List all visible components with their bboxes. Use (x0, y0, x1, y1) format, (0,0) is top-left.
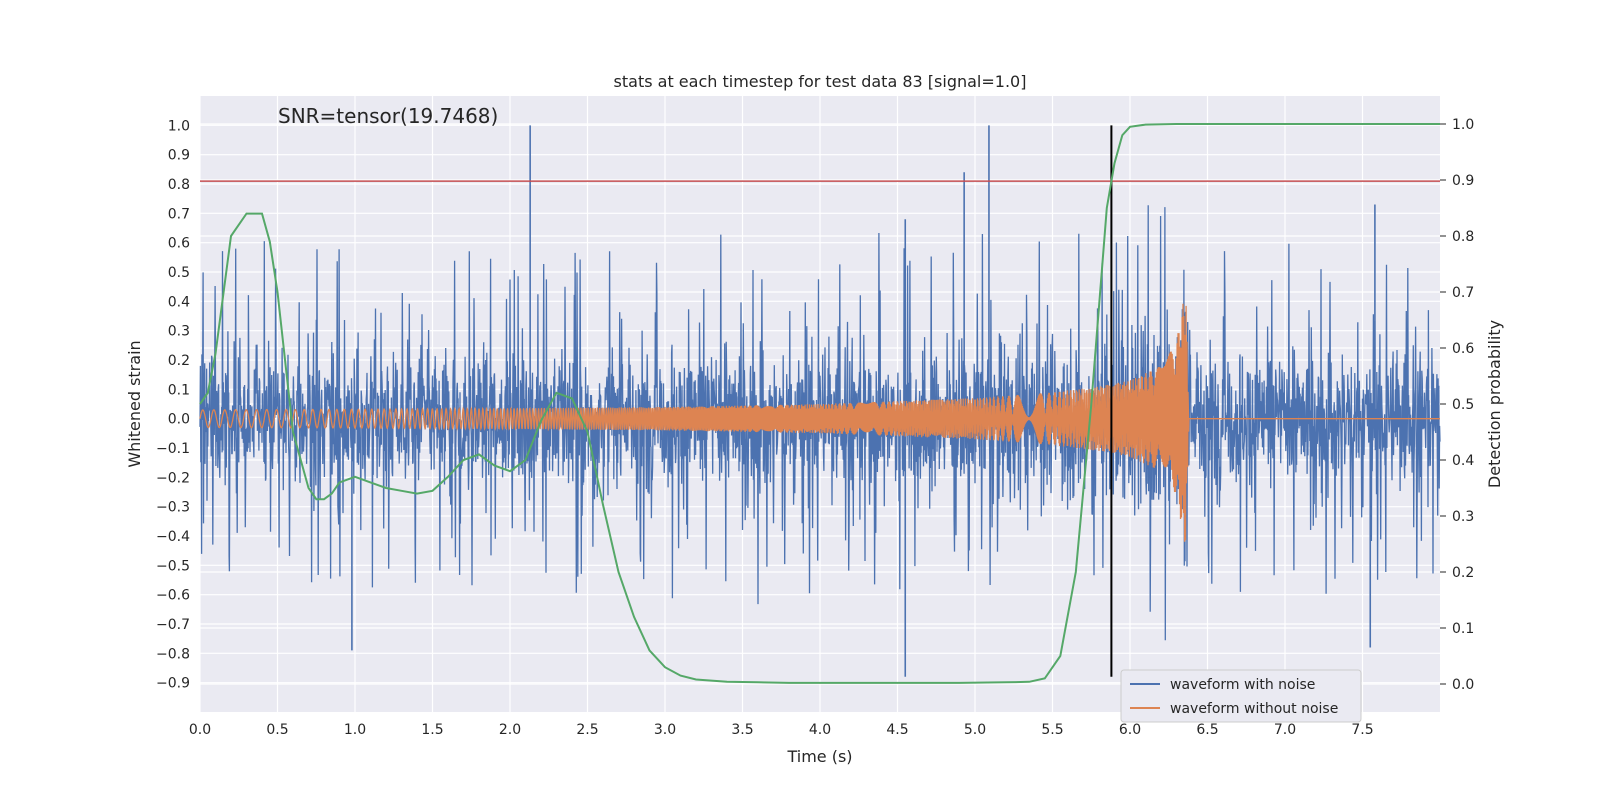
legend: waveform with noise waveform without noi… (1120, 669, 1362, 723)
x-axis-ticks: 0.0 0.5 1.0 1.5 2.0 2.5 3.0 3.5 4.0 4.5 5.0 5.5 6.0 6… (189, 722, 1374, 738)
reference-lines (200, 125, 1440, 677)
x-tick-label: 0.0 (189, 722, 211, 738)
y-tick-label: −0.6 (156, 588, 190, 604)
y2-tick-label: 0.9 (1452, 173, 1474, 189)
y2-tick-label: 1.0 (1452, 117, 1474, 133)
y-tick-label: 0.2 (168, 353, 190, 369)
x-tick-label: 5.5 (1041, 722, 1063, 738)
legend-label-clean: waveform without noise (1170, 701, 1338, 717)
y-tick-label: −0.1 (156, 441, 190, 457)
x-tick-label: 6.0 (1119, 722, 1141, 738)
series-waveform-with-noise (199, 125, 1441, 677)
y-tick-label: 1.0 (168, 118, 190, 134)
legend-label-noise: waveform with noise (1170, 677, 1315, 693)
y-tick-label: 0.6 (168, 236, 190, 252)
series-waveform-without-noise (199, 303, 1440, 542)
y-tick-label: 0.0 (168, 412, 190, 428)
snr-annotation: SNR=tensor(19.7468) (278, 104, 498, 128)
y-tick-label: 0.8 (168, 177, 190, 193)
y-tick-label: −0.8 (156, 646, 190, 662)
y2-axis-label: Detection probability (1485, 320, 1504, 488)
x-tick-label: 4.5 (886, 722, 908, 738)
y-tick-label: −0.2 (156, 470, 190, 486)
y2-tick-label: 0.4 (1452, 453, 1474, 469)
y2-tick-label: 0.8 (1452, 229, 1474, 245)
chart-title: stats at each timestep for test data 83 … (614, 72, 1027, 91)
y-tick-label: 0.7 (168, 206, 190, 222)
y2-tick-label: 0.3 (1452, 509, 1474, 525)
x-tick-label: 6.5 (1196, 722, 1218, 738)
y-tick-label: 0.4 (168, 294, 190, 310)
x-tick-label: 4.0 (809, 722, 831, 738)
y2-tick-label: 0.6 (1452, 341, 1474, 357)
series-detection-probability (199, 123, 1440, 684)
y-tick-label: −0.5 (156, 558, 190, 574)
x-tick-label: 7.0 (1274, 722, 1296, 738)
clean-waveform-line (199, 303, 1440, 542)
y-tick-label: 0.3 (168, 324, 190, 340)
x-tick-label: 1.5 (421, 722, 443, 738)
y-tick-label: 0.5 (168, 265, 190, 281)
y2-tick-label: 0.7 (1452, 285, 1474, 301)
legend-box (1120, 669, 1362, 723)
y-axis-ticks: −0.9 −0.8 −0.7 −0.6 −0.5 −0.4 −0.3 −0.2 −0.1 0.0 0… (156, 118, 190, 691)
y-tick-label: −0.9 (156, 676, 190, 692)
y2-tick-label: 0.2 (1452, 565, 1474, 581)
y-tick-label: −0.7 (156, 617, 190, 633)
y-tick-label: −0.4 (156, 529, 190, 545)
x-tick-label: 2.5 (576, 722, 598, 738)
x-tick-label: 7.5 (1351, 722, 1373, 738)
x-tick-label: 3.5 (731, 722, 753, 738)
x-tick-label: 2.0 (499, 722, 521, 738)
noisy-waveform-line (199, 205, 1441, 641)
y2-tick-label: 0.1 (1452, 621, 1474, 637)
x-tick-label: 1.0 (344, 722, 366, 738)
y-tick-label: 0.1 (168, 382, 190, 398)
y-tick-label: 0.9 (168, 148, 190, 164)
x-tick-label: 3.0 (654, 722, 676, 738)
x-tick-label: 5.0 (964, 722, 986, 738)
x-tick-label: 0.5 (266, 722, 288, 738)
probability-line (199, 123, 1440, 684)
y-axis-label: Whitened strain (125, 340, 144, 467)
y2-tick-label: 0.5 (1452, 397, 1474, 413)
y-tick-label: −0.3 (156, 500, 190, 516)
x-axis-label: Time (s) (786, 747, 852, 766)
y2-tick-label: 0.0 (1452, 677, 1474, 693)
y2-axis-ticks: 0.0 0.1 0.2 0.3 0.4 0.5 0.6 0.7 0.8 0.9 1.0 (1440, 117, 1474, 693)
